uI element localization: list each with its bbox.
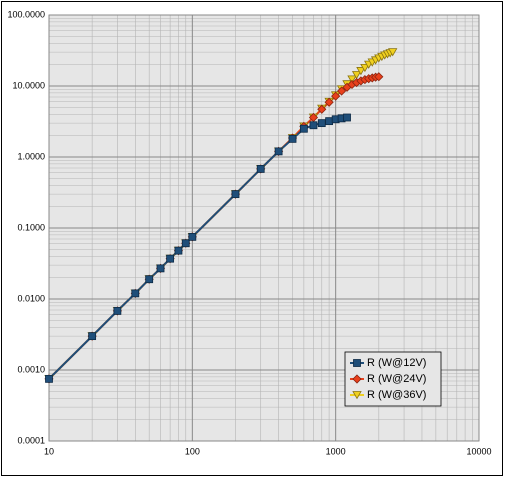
marker — [113, 306, 122, 315]
marker — [388, 48, 398, 57]
marker — [288, 134, 297, 143]
legend: R (W@12V) R (W@24V) R (W@36V) — [344, 351, 442, 407]
marker — [231, 190, 240, 199]
marker — [256, 164, 265, 173]
marker — [337, 86, 347, 96]
marker — [166, 254, 175, 263]
x-tick-label: 10000 — [466, 446, 491, 456]
marker — [181, 239, 190, 248]
legend-label: R (W@24V) — [367, 373, 426, 385]
x-tick-label: 1000 — [326, 446, 346, 456]
marker — [309, 121, 318, 130]
marker — [317, 119, 326, 128]
marker — [352, 391, 362, 400]
legend-label: R (W@36V) — [367, 389, 426, 401]
x-tick-label: 10 — [44, 446, 54, 456]
marker — [356, 67, 366, 76]
marker — [352, 374, 362, 384]
marker — [274, 147, 283, 156]
marker — [360, 63, 370, 73]
marker — [174, 246, 183, 255]
marker — [156, 264, 165, 273]
marker — [353, 359, 361, 367]
y-tick-label: 0.0100 — [17, 293, 45, 303]
marker — [299, 124, 308, 133]
marker — [331, 91, 341, 101]
y-tick-label: 10.0000 — [12, 80, 45, 90]
marker — [131, 289, 140, 298]
marker — [317, 104, 327, 114]
y-tick-label: 0.1000 — [17, 222, 45, 232]
y-tick-label: 0.0010 — [17, 364, 45, 374]
marker — [145, 275, 154, 284]
x-tick-label: 100 — [185, 446, 200, 456]
marker — [188, 232, 197, 241]
marker — [45, 374, 53, 383]
legend-label: R (W@12V) — [367, 357, 426, 369]
y-tick-label: 100.0000 — [7, 9, 45, 19]
marker — [351, 71, 362, 80]
marker — [324, 97, 334, 107]
marker — [374, 72, 384, 82]
marker — [88, 332, 97, 341]
y-tick-label: 0.0001 — [17, 435, 45, 445]
marker — [347, 75, 357, 84]
y-tick-label: 1.0000 — [17, 151, 45, 161]
marker — [325, 117, 334, 126]
marker — [343, 113, 351, 122]
